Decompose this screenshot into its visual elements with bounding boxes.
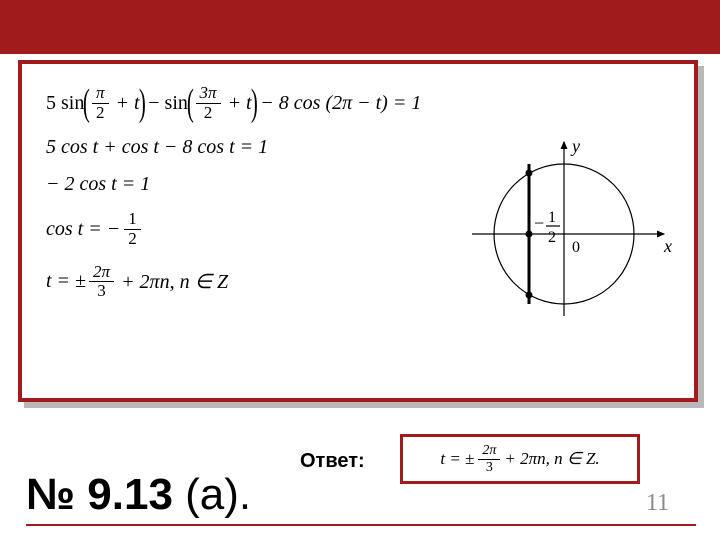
eq4-lhs: cos t = −	[46, 218, 120, 241]
unit-circle-diagram: y x 0 − 1 2	[464, 134, 674, 324]
eq5-a: t = ±	[46, 270, 86, 293]
eq4-frac: 1 2	[124, 210, 141, 248]
point-mid	[526, 231, 533, 238]
lparen-icon-2: (	[187, 92, 194, 115]
ans-b: + 2πn, n ∈ Z.	[504, 449, 599, 469]
eq1-b: − sin	[148, 92, 188, 115]
answer-box: t = ± 2π 3 + 2πn, n ∈ Z.	[400, 434, 640, 484]
page-number: 11	[646, 490, 669, 517]
eq1-c: − 8 cos (2π − t) = 1	[260, 92, 421, 115]
problem-number: № 9.13 (а).	[26, 470, 251, 520]
lparen-icon: (	[83, 92, 90, 115]
eq1-mid1: + t	[116, 92, 140, 115]
rparen-icon: )	[138, 92, 145, 115]
point-top	[526, 170, 533, 177]
point-bottom	[526, 292, 533, 299]
problem-underline	[26, 524, 696, 526]
problem-suffix: (а).	[173, 470, 251, 519]
eq5-frac: 2π 3	[89, 263, 114, 301]
eq1-frac2: 3π 2	[196, 84, 221, 122]
equation-line-1: 5 sin ( π 2 + t ) − sin ( 3π 2 + t ) − 8…	[46, 84, 670, 122]
ans-a: t = ±	[440, 449, 474, 469]
rparen-icon-2: )	[250, 92, 257, 115]
x-label: x	[663, 236, 672, 256]
eq1-frac1: π 2	[92, 84, 109, 122]
eq1-a: 5 sin	[46, 92, 84, 115]
answer-label: Ответ:	[300, 450, 365, 473]
ans-frac: 2π 3	[478, 443, 500, 475]
frac-den: 2	[548, 229, 556, 246]
eq1-mid2: + t	[228, 92, 252, 115]
frac-num: 1	[548, 209, 556, 226]
y-label: y	[570, 136, 580, 156]
solution-box: 5 sin ( π 2 + t ) − sin ( 3π 2 + t ) − 8…	[18, 60, 698, 402]
origin-label: 0	[572, 239, 580, 256]
problem-prefix: № 9.13	[26, 470, 173, 519]
eq5-b: + 2πn, n ∈ Z	[121, 269, 228, 294]
top-bar	[0, 0, 720, 54]
minus-sign: −	[534, 213, 544, 233]
